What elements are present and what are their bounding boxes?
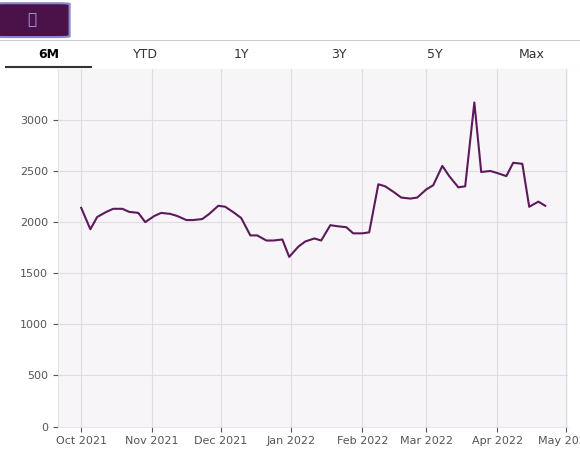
Text: 6M: 6M [38, 48, 59, 61]
Text: Max: Max [519, 48, 545, 61]
Text: Johnson Matthey Palladium Sponge 99.95% purity United States ($): Johnson Matthey Palladium Sponge 99.95% … [75, 14, 525, 27]
Text: 5Y: 5Y [427, 48, 443, 61]
Text: YTD: YTD [132, 48, 158, 61]
Text: 1Y: 1Y [234, 48, 249, 61]
Text: ⤴: ⤴ [27, 13, 37, 27]
FancyBboxPatch shape [0, 3, 70, 37]
Text: 3Y: 3Y [331, 48, 346, 61]
